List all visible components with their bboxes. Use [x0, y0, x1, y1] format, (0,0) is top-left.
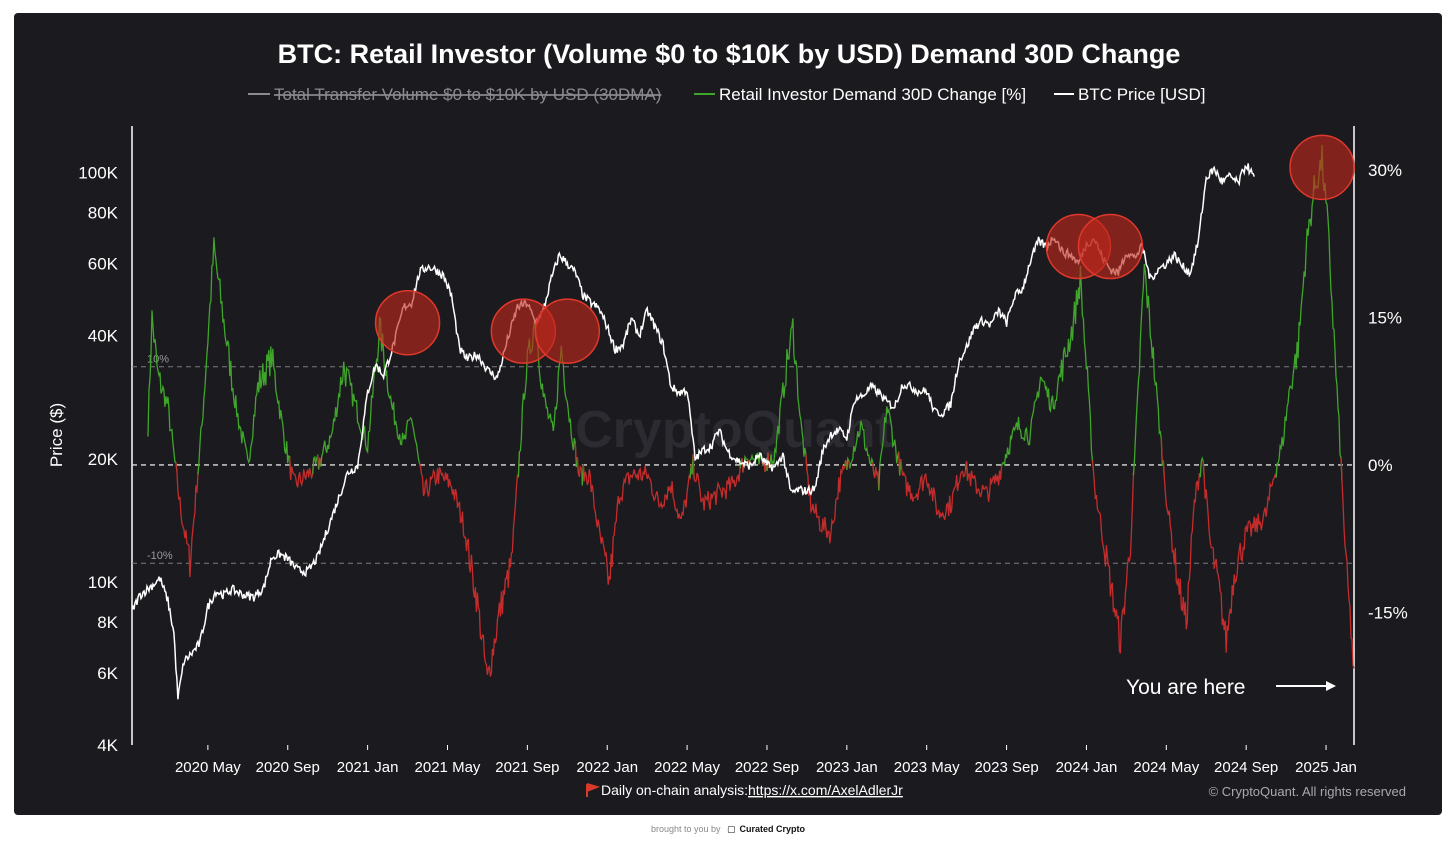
x-tick-label: 2021 Jan — [337, 759, 399, 776]
x-tick-label: 2024 May — [1133, 759, 1199, 776]
you-are-here-label: You are here — [1126, 676, 1246, 699]
x-tick-label: 2023 May — [894, 759, 960, 776]
demand-segment — [805, 454, 847, 544]
watermark: CryptoQuant — [575, 401, 893, 459]
x-tick-label: 2021 May — [415, 759, 481, 776]
brought-by: brought to you by ▢ Curated Crypto — [0, 824, 1456, 835]
legend-item-volume[interactable]: Total Transfer Volume $0 to $10K by USD … — [274, 85, 661, 104]
left-axis-ticks: 100K 80K 60K 40K 20K 10K 8K 6K 4K — [78, 164, 118, 755]
right-tick-label: 0% — [1368, 456, 1393, 475]
demand-segment — [849, 420, 875, 475]
reference-line-label: 10% — [147, 354, 169, 366]
left-tick-label: 6K — [97, 664, 118, 683]
demand-segment — [692, 454, 742, 511]
copyright: © CryptoQuant. All rights reserved — [1209, 784, 1406, 799]
x-tick-label: 2020 Sep — [256, 759, 320, 776]
x-tick-label: 2022 May — [654, 759, 720, 776]
x-tick-label: 2022 Sep — [735, 759, 799, 776]
chart-panel: CryptoQuant BTC: Retail Investor (Volume… — [14, 13, 1442, 815]
x-tick-label: 2023 Jan — [816, 759, 878, 776]
left-axis-title: Price ($) — [47, 403, 66, 467]
x-tick-label: 2024 Sep — [1214, 759, 1278, 776]
legend: Total Transfer Volume $0 to $10K by USD … — [248, 85, 1206, 104]
x-tick-label: 2024 Jan — [1056, 759, 1118, 776]
demand-segment — [147, 310, 178, 471]
left-tick-label: 10K — [88, 573, 119, 592]
highlight-circle — [1077, 213, 1144, 280]
demand-series — [147, 145, 1355, 677]
right-axis-ticks: 30% 15% 0% -15% — [1368, 161, 1408, 622]
demand-segment — [197, 237, 292, 480]
demand-segment — [965, 461, 1004, 502]
right-arrow-head-icon — [1326, 681, 1336, 691]
x-tick-label: 2022 Jan — [576, 759, 638, 776]
reference-line-label: -10% — [147, 550, 173, 562]
brought-by-brand[interactable]: Curated Crypto — [739, 824, 806, 834]
demand-segment — [1340, 457, 1355, 669]
demand-segment — [289, 456, 315, 488]
demand-segment — [1275, 145, 1343, 482]
left-tick-label: 4K — [97, 736, 118, 755]
x-tick-label: 2025 Jan — [1295, 759, 1357, 776]
demand-segment — [320, 315, 422, 467]
x-axis-ticks: 2020 May 2020 Sep 2021 Jan 2021 May 2021 Sep… — [175, 745, 1357, 776]
demand-segment — [768, 318, 808, 471]
footer: Daily on-chain analysis: https://x.com/A… — [586, 782, 1406, 799]
x-tick-label: 2023 Sep — [974, 759, 1038, 776]
right-tick-label: -15% — [1368, 603, 1408, 622]
legend-item-price[interactable]: BTC Price [USD] — [1078, 85, 1206, 104]
demand-segment — [418, 451, 521, 677]
demand-segment — [900, 459, 968, 520]
demand-segment — [1162, 459, 1202, 630]
footer-label: Daily on-chain analysis: — [601, 782, 748, 798]
left-tick-label: 60K — [88, 254, 119, 273]
reference-lines: 10% -10% — [132, 354, 1354, 564]
highlight-circle — [534, 298, 601, 364]
chart-title: BTC: Retail Investor (Volume $0 to $10K … — [278, 39, 1181, 69]
x-tick-label: 2021 Sep — [495, 759, 559, 776]
curated-crypto-logo-icon: ▢ — [727, 824, 736, 834]
you-are-here-annotation: You are here — [1126, 676, 1336, 699]
demand-segment — [1000, 265, 1095, 470]
left-tick-label: 20K — [88, 450, 119, 469]
left-tick-label: 40K — [88, 327, 119, 346]
highlight-circles — [374, 134, 1355, 364]
demand-segment — [1202, 461, 1278, 653]
legend-item-demand[interactable]: Retail Investor Demand 30D Change [%] — [719, 85, 1026, 104]
brought-by-prefix: brought to you by — [650, 824, 721, 834]
footer-link[interactable]: https://x.com/AxelAdlerJr — [748, 782, 903, 798]
left-tick-label: 80K — [88, 203, 119, 222]
demand-segment — [582, 464, 692, 585]
x-tick-label: 2020 May — [175, 759, 241, 776]
left-tick-label: 100K — [78, 164, 118, 183]
chart-svg: CryptoQuant BTC: Retail Investor (Volume… — [47, 39, 1408, 799]
demand-segment — [1132, 264, 1163, 476]
right-tick-label: 15% — [1368, 309, 1402, 328]
highlight-circle — [374, 289, 441, 356]
red-flag-icon — [586, 783, 601, 797]
right-tick-label: 30% — [1368, 161, 1402, 180]
highlight-circle — [1289, 134, 1355, 201]
demand-segment — [1091, 460, 1136, 654]
left-tick-label: 8K — [97, 613, 118, 632]
demand-segment — [175, 462, 200, 578]
demand-segment — [878, 406, 901, 491]
